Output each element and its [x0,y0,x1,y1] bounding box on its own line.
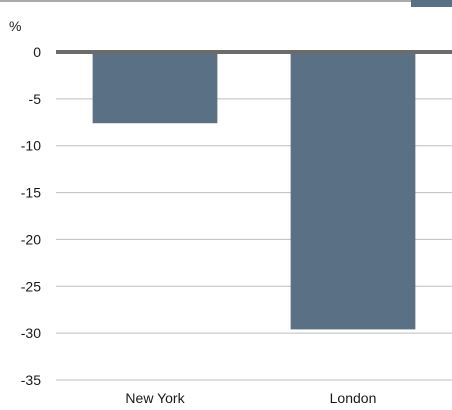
y-tick-label: 0 [33,44,41,60]
x-tick-label: New York [125,390,185,406]
y-tick-label: -25 [21,278,41,294]
top-right-marker [411,0,452,7]
bar-new-york [92,52,218,124]
x-tick-labels: New York London [125,390,376,406]
x-tick-label: London [330,390,377,406]
y-tick-label: -20 [21,231,41,247]
y-tick-label: -30 [21,325,41,341]
y-tick-labels: 0 -5 -10 -15 -20 -25 -30 -35 [21,44,41,388]
y-tick-label: -15 [21,185,41,201]
unit-label: % [9,18,21,34]
y-tick-label: -10 [21,138,41,154]
bar-london [290,52,416,330]
bars [92,52,416,330]
y-tick-label: -5 [29,91,42,107]
y-tick-label: -35 [21,372,41,388]
